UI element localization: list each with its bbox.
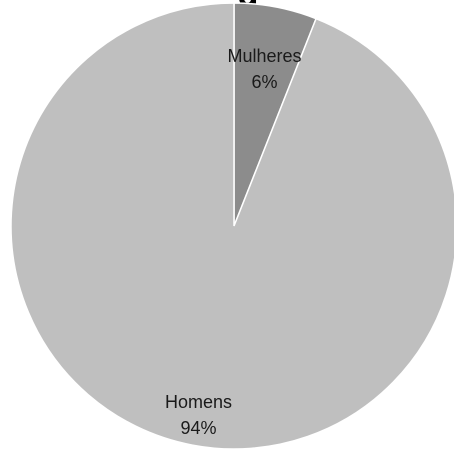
pie-label-value: 94% xyxy=(180,418,216,438)
pie-label-name: Mulheres xyxy=(227,46,301,66)
pie-slices xyxy=(10,2,454,450)
pie-labels: Mulheres 6% Homens 94% xyxy=(165,46,302,438)
pie-label-mulheres: Mulheres 6% xyxy=(227,46,301,92)
pie-slice-homens xyxy=(10,2,454,450)
pie-label-name: Homens xyxy=(165,392,232,412)
pie-label-homens: Homens 94% xyxy=(165,392,232,438)
pie-label-value: 6% xyxy=(251,72,277,92)
